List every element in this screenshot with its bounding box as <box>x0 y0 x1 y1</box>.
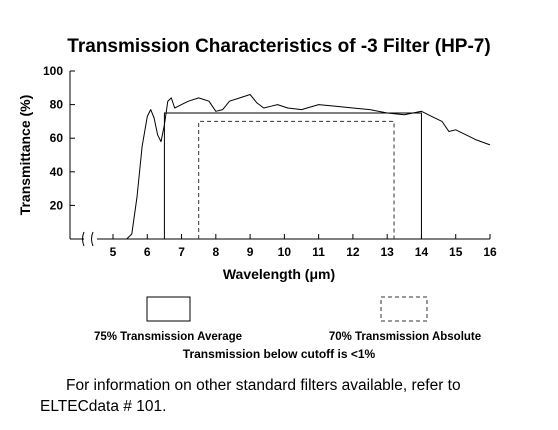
axis-break-mark <box>91 231 94 247</box>
chart-title: Transmission Characteristics of -3 Filte… <box>67 36 491 57</box>
x-tick-label: 14 <box>415 245 429 259</box>
absolute-transmission-band <box>198 120 395 239</box>
x-tick-label: 9 <box>247 245 254 259</box>
legend-absolute-swatch <box>380 296 428 322</box>
axis-break-mark <box>82 231 85 247</box>
x-tick-label: 11 <box>312 245 325 259</box>
info-paragraph: For information on other standard filter… <box>40 377 461 415</box>
x-tick-label: 8 <box>212 245 219 259</box>
legend-average-label: 75% Transmission Average <box>94 331 242 343</box>
x-tick-label: 15 <box>449 245 463 259</box>
x-tick-label: 10 <box>278 245 292 259</box>
x-tick-label: 7 <box>178 245 185 259</box>
y-tick-label: 80 <box>50 98 64 112</box>
y-tick-label: 60 <box>50 131 64 145</box>
x-tick-label: 16 <box>483 245 497 259</box>
x-tick-label: 12 <box>346 245 360 259</box>
legend-average-swatch <box>146 296 191 322</box>
y-tick-label: 100 <box>43 64 63 78</box>
x-tick-label: 5 <box>110 245 117 259</box>
x-tick-label: 6 <box>144 245 151 259</box>
y-tick-label: 20 <box>50 198 64 212</box>
y-tick-label: 40 <box>50 165 64 179</box>
x-axis-label: Wavelength (μm) <box>223 266 335 282</box>
average-transmission-band <box>163 112 422 239</box>
transmission-curve <box>126 94 491 240</box>
cutoff-note: Transmission below cutoff is <1% <box>182 347 376 361</box>
y-axis-label: Transmittance (%) <box>17 95 33 216</box>
legend-absolute-label: 70% Transmission Absolute <box>329 331 481 343</box>
x-tick-label: 13 <box>381 245 395 259</box>
